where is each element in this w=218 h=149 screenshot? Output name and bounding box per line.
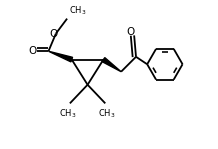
Text: O: O [29, 46, 37, 56]
Text: O: O [49, 28, 57, 39]
Text: CH$_3$: CH$_3$ [69, 4, 87, 17]
Text: CH$_3$: CH$_3$ [59, 107, 77, 120]
Polygon shape [102, 58, 121, 72]
Text: O: O [126, 27, 135, 37]
Polygon shape [48, 51, 73, 62]
Text: CH$_3$: CH$_3$ [98, 107, 116, 120]
